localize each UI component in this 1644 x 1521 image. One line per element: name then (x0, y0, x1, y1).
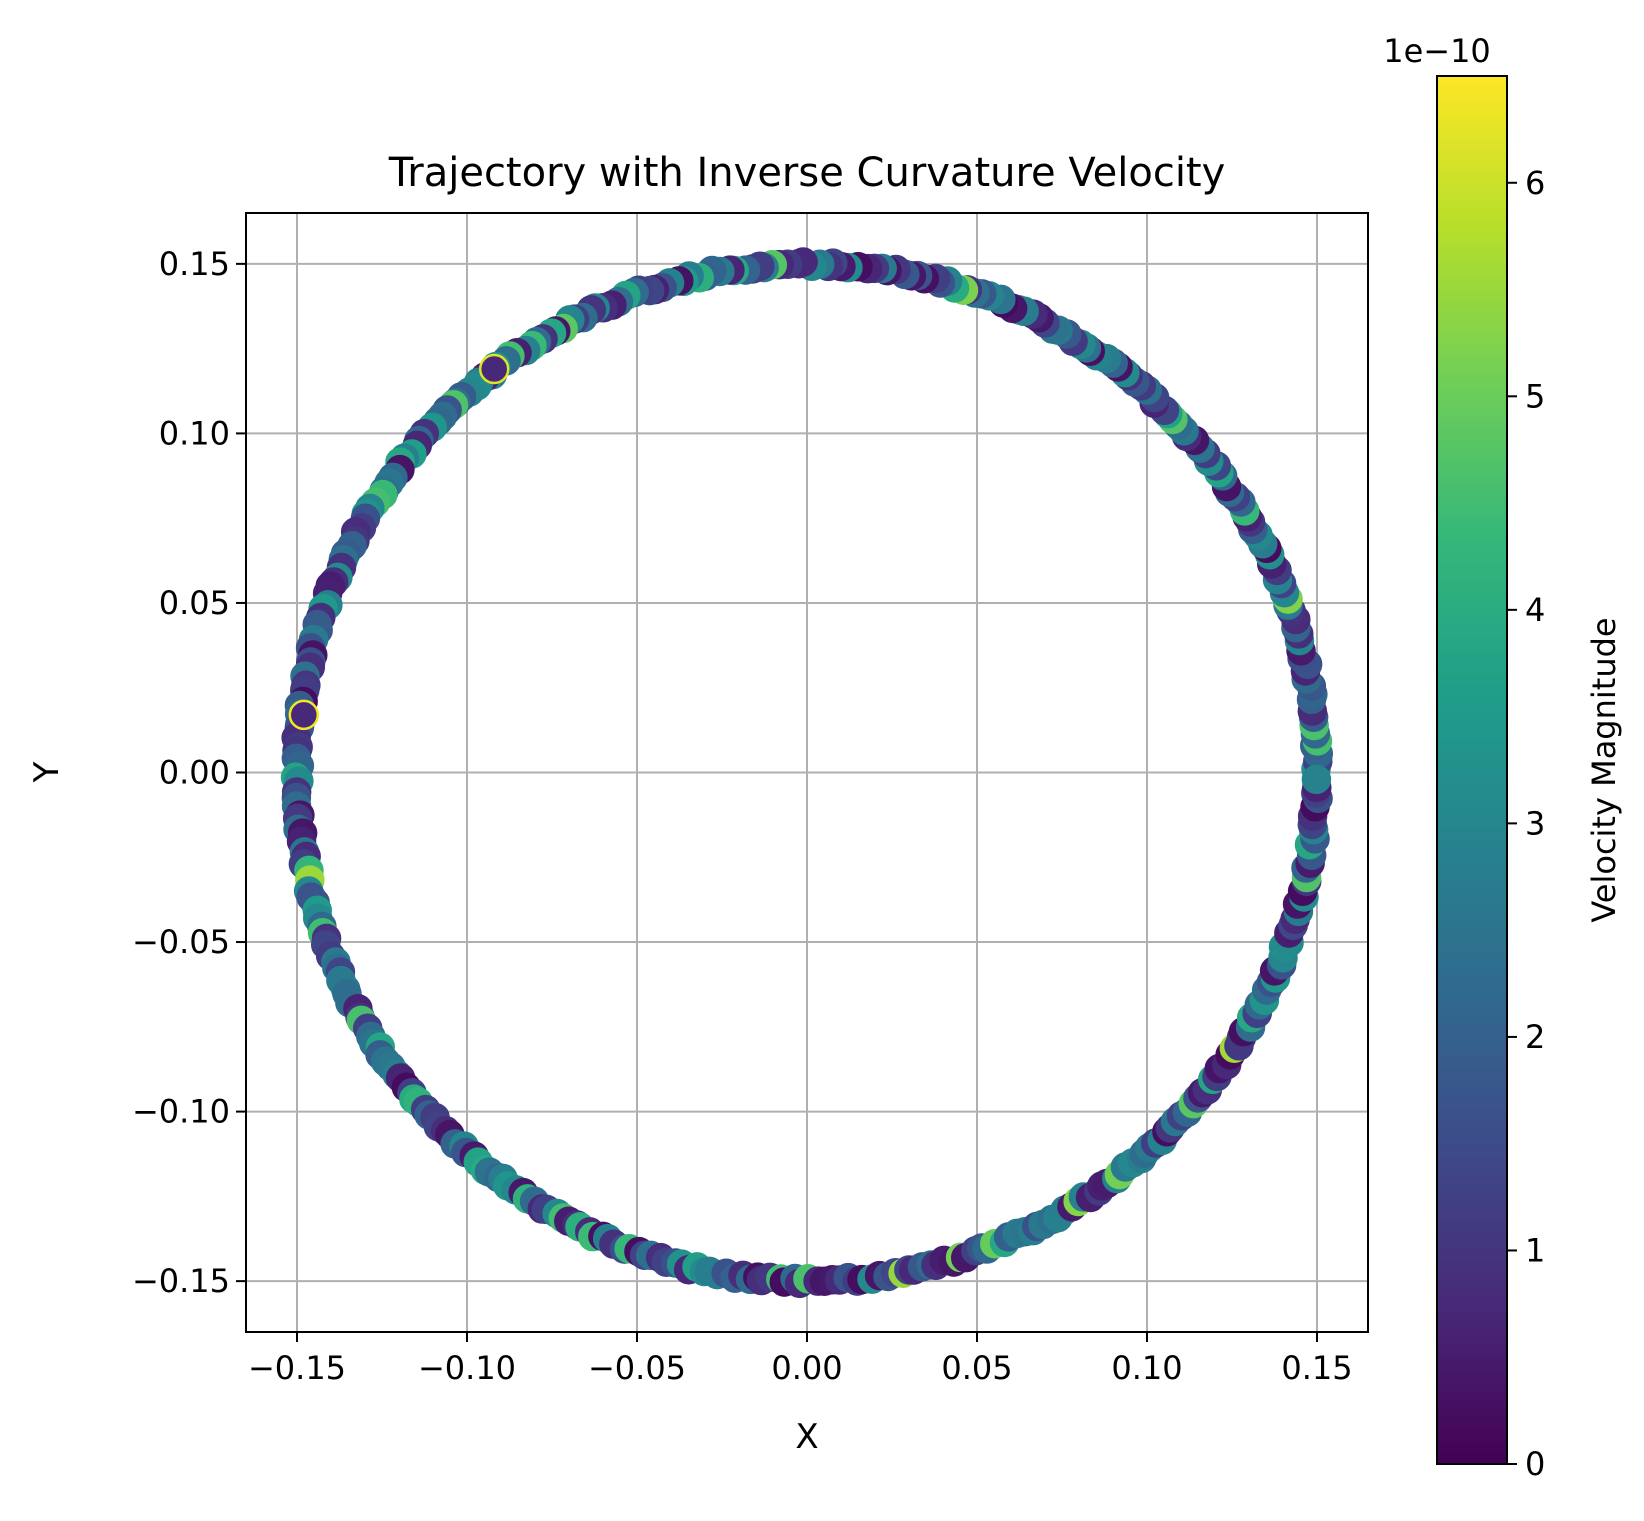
colorbar-tick-label: 5 (1525, 377, 1545, 415)
colorbar-label: Velocity Magnitude (1585, 617, 1623, 922)
y-tick-label: 0.15 (159, 245, 230, 283)
colorbar-ticks: 0 1 2 3 4 5 6 (1507, 164, 1545, 1483)
y-axis-ticks: −0.15 −0.10 −0.05 0.00 0.05 0.10 0.15 (132, 245, 246, 1300)
x-tick-label: 0.10 (1111, 1349, 1182, 1387)
x-axis-label: X (795, 1417, 818, 1457)
colorbar-tick-label: 4 (1525, 591, 1545, 629)
chart-title: Trajectory with Inverse Curvature Veloci… (388, 150, 1226, 196)
trajectory-point-highlight (478, 353, 510, 385)
x-tick-label: −0.05 (588, 1349, 686, 1387)
colorbar-tick-label: 0 (1525, 1445, 1545, 1483)
x-axis-ticks: −0.15 −0.10 −0.05 0.00 0.05 0.10 0.15 (248, 1332, 1353, 1387)
x-tick-label: −0.15 (248, 1349, 346, 1387)
y-tick-label: −0.05 (132, 923, 230, 961)
y-axis-label: Y (27, 761, 67, 783)
x-tick-label: 0.15 (1281, 1349, 1352, 1387)
x-tick-label: −0.10 (418, 1349, 516, 1387)
x-tick-label: 0.05 (941, 1349, 1012, 1387)
y-tick-label: −0.10 (132, 1093, 230, 1131)
y-tick-label: 0.05 (159, 584, 230, 622)
y-tick-label: −0.15 (132, 1262, 230, 1300)
colorbar-offset-text: 1e−10 (1383, 32, 1491, 70)
colorbar-gradient (1437, 76, 1507, 1464)
colorbar-frame (1436, 75, 1508, 1465)
colorbar-tick-label: 2 (1525, 1018, 1545, 1056)
x-tick-label: 0.00 (771, 1349, 842, 1387)
scatter-points (280, 247, 1334, 1299)
colorbar-tick-label: 3 (1525, 804, 1545, 842)
trajectory-point (1301, 764, 1332, 795)
trajectory-point-highlight (288, 699, 320, 731)
colorbar-tick-label: 1 (1525, 1231, 1545, 1269)
colorbar-tick-label: 6 (1525, 164, 1545, 202)
y-tick-label: 0.00 (159, 754, 230, 792)
y-tick-label: 0.10 (159, 414, 230, 452)
